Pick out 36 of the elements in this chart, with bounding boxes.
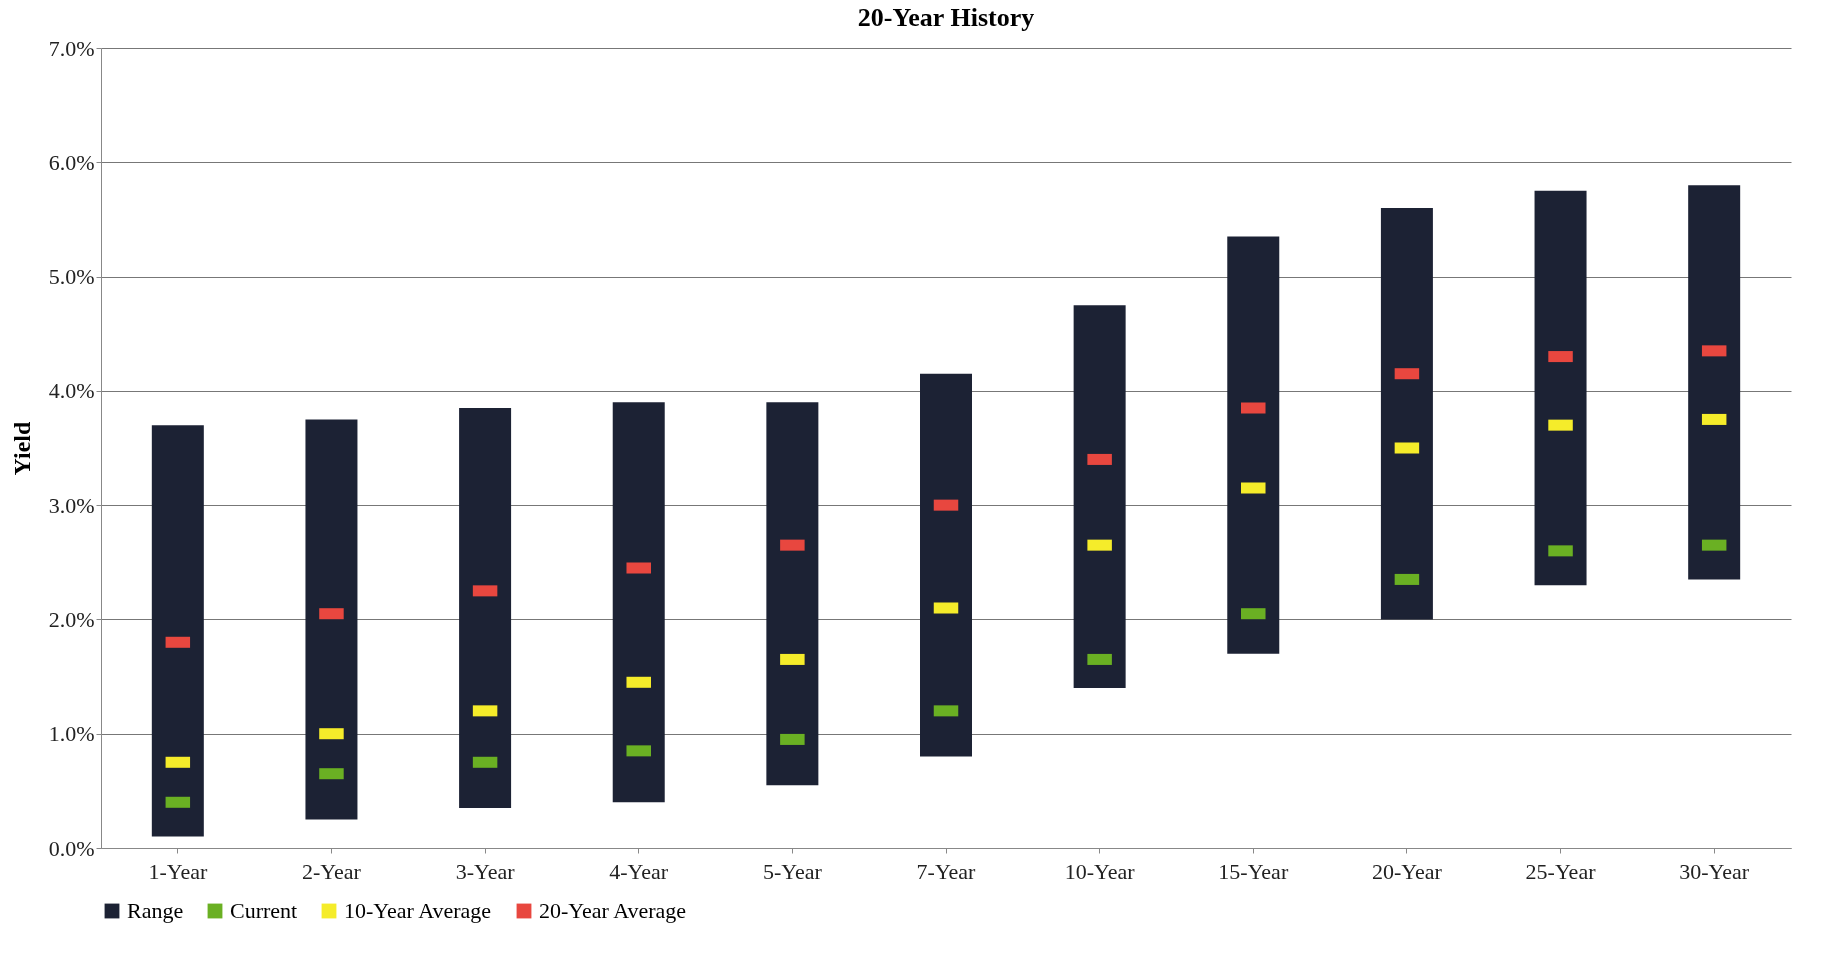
x-tick-label: 3-Year bbox=[455, 858, 516, 884]
x-tick-label: 2-Year bbox=[302, 858, 362, 884]
bar bbox=[459, 408, 512, 808]
y-tick-label: 6.0% bbox=[48, 149, 95, 175]
bar bbox=[305, 419, 358, 820]
bar bbox=[1534, 190, 1587, 586]
legend-label: 10-Year Average bbox=[344, 898, 492, 923]
y-tick-label: 0.0% bbox=[48, 835, 95, 861]
bar bbox=[920, 373, 972, 757]
bar bbox=[766, 402, 819, 786]
y-axis-title: Yield bbox=[8, 420, 35, 476]
y-tick-label: 4.0% bbox=[48, 378, 95, 404]
bar bbox=[151, 425, 204, 837]
x-tick-label: 15-Year bbox=[1218, 858, 1289, 884]
x-tick-label: 20-Year bbox=[1371, 858, 1443, 884]
bar bbox=[1227, 236, 1280, 654]
x-tick-label: 5-Year bbox=[762, 858, 823, 884]
bar bbox=[612, 402, 665, 803]
y-tick-label: 1.0% bbox=[48, 721, 95, 747]
x-tick-label: 7-Year bbox=[916, 858, 977, 884]
legend-label: Range bbox=[127, 898, 184, 923]
legend-label: 20-Year Average bbox=[539, 898, 687, 923]
x-tick-label: 25-Year bbox=[1525, 858, 1597, 884]
x-tick-label: 30-Year bbox=[1679, 858, 1750, 884]
y-tick-label: 7.0% bbox=[48, 35, 95, 61]
x-tick-label: 4-Year bbox=[609, 858, 669, 884]
y-tick-label: 5.0% bbox=[48, 264, 95, 290]
x-tick-label: 1-Year bbox=[148, 858, 208, 884]
legend-label: Current bbox=[230, 898, 298, 923]
bar bbox=[1688, 185, 1741, 580]
y-tick-label: 3.0% bbox=[48, 492, 95, 518]
bar bbox=[1073, 305, 1126, 688]
y-tick-label: 2.0% bbox=[48, 606, 95, 632]
chart-title: 20-Year History bbox=[857, 3, 1035, 32]
x-tick-label: 10-Year bbox=[1064, 858, 1136, 884]
bar bbox=[1380, 208, 1433, 620]
